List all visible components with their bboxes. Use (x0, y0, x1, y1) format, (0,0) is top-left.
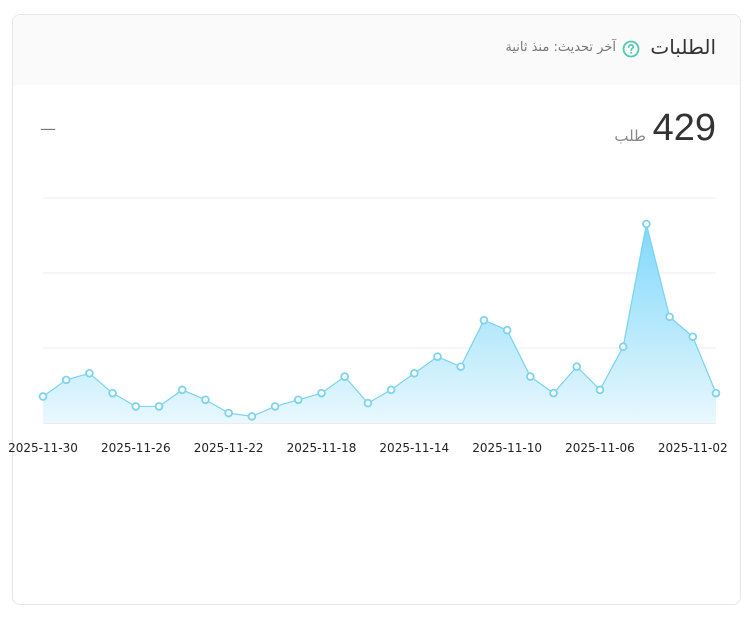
data-point[interactable] (595, 385, 605, 395)
data-point[interactable] (293, 395, 303, 405)
x-tick-label: 2025-11-26 (101, 441, 171, 455)
data-point[interactable] (38, 392, 48, 401)
data-point[interactable] (61, 375, 71, 385)
data-point[interactable] (108, 388, 117, 398)
total-value: 429 (652, 107, 716, 149)
data-point[interactable] (340, 372, 349, 381)
data-point[interactable] (201, 395, 210, 405)
data-point[interactable] (410, 368, 419, 378)
data-point[interactable] (224, 408, 233, 418)
last-updated-text: آخر تحديث: منذ ثانية (505, 40, 616, 55)
data-point[interactable] (386, 385, 396, 395)
x-tick-label: 2025-11-22 (194, 441, 264, 455)
data-point[interactable] (572, 362, 582, 371)
data-point[interactable] (502, 325, 512, 335)
data-point[interactable] (154, 402, 164, 411)
series-area (43, 224, 716, 423)
data-point[interactable] (665, 312, 674, 322)
data-point[interactable] (317, 388, 326, 398)
data-point[interactable] (642, 219, 651, 229)
data-point[interactable] (549, 388, 558, 398)
data-point[interactable] (177, 385, 187, 395)
x-tick-label: 2025-11-30 (8, 441, 78, 455)
data-point[interactable] (131, 402, 141, 411)
requests-card: الطلبات آخر تحديث: منذ ثانية 429 طلب — (12, 14, 741, 605)
x-tick-label: 2025-11-14 (379, 441, 449, 455)
data-point[interactable] (433, 352, 442, 361)
x-tick-label: 2025-11-02 (658, 441, 728, 455)
value-unit: طلب (614, 127, 646, 145)
data-point[interactable] (711, 388, 721, 398)
data-point[interactable] (526, 372, 535, 381)
data-point[interactable] (479, 315, 489, 325)
comparison-indicator: — (40, 119, 56, 138)
card-header (13, 15, 740, 85)
data-point[interactable] (247, 412, 257, 421)
data-point[interactable] (363, 398, 373, 408)
data-point[interactable] (688, 332, 698, 342)
x-tick-label: 2025-11-06 (565, 441, 635, 455)
data-point[interactable] (618, 342, 628, 352)
data-point[interactable] (85, 368, 94, 378)
x-tick-label: 2025-11-18 (287, 441, 357, 455)
card-title: الطلبات (650, 35, 716, 59)
data-point[interactable] (270, 402, 280, 411)
question-circle-icon[interactable] (622, 40, 640, 58)
data-point[interactable] (456, 362, 466, 371)
x-tick-label: 2025-11-10 (472, 441, 542, 455)
